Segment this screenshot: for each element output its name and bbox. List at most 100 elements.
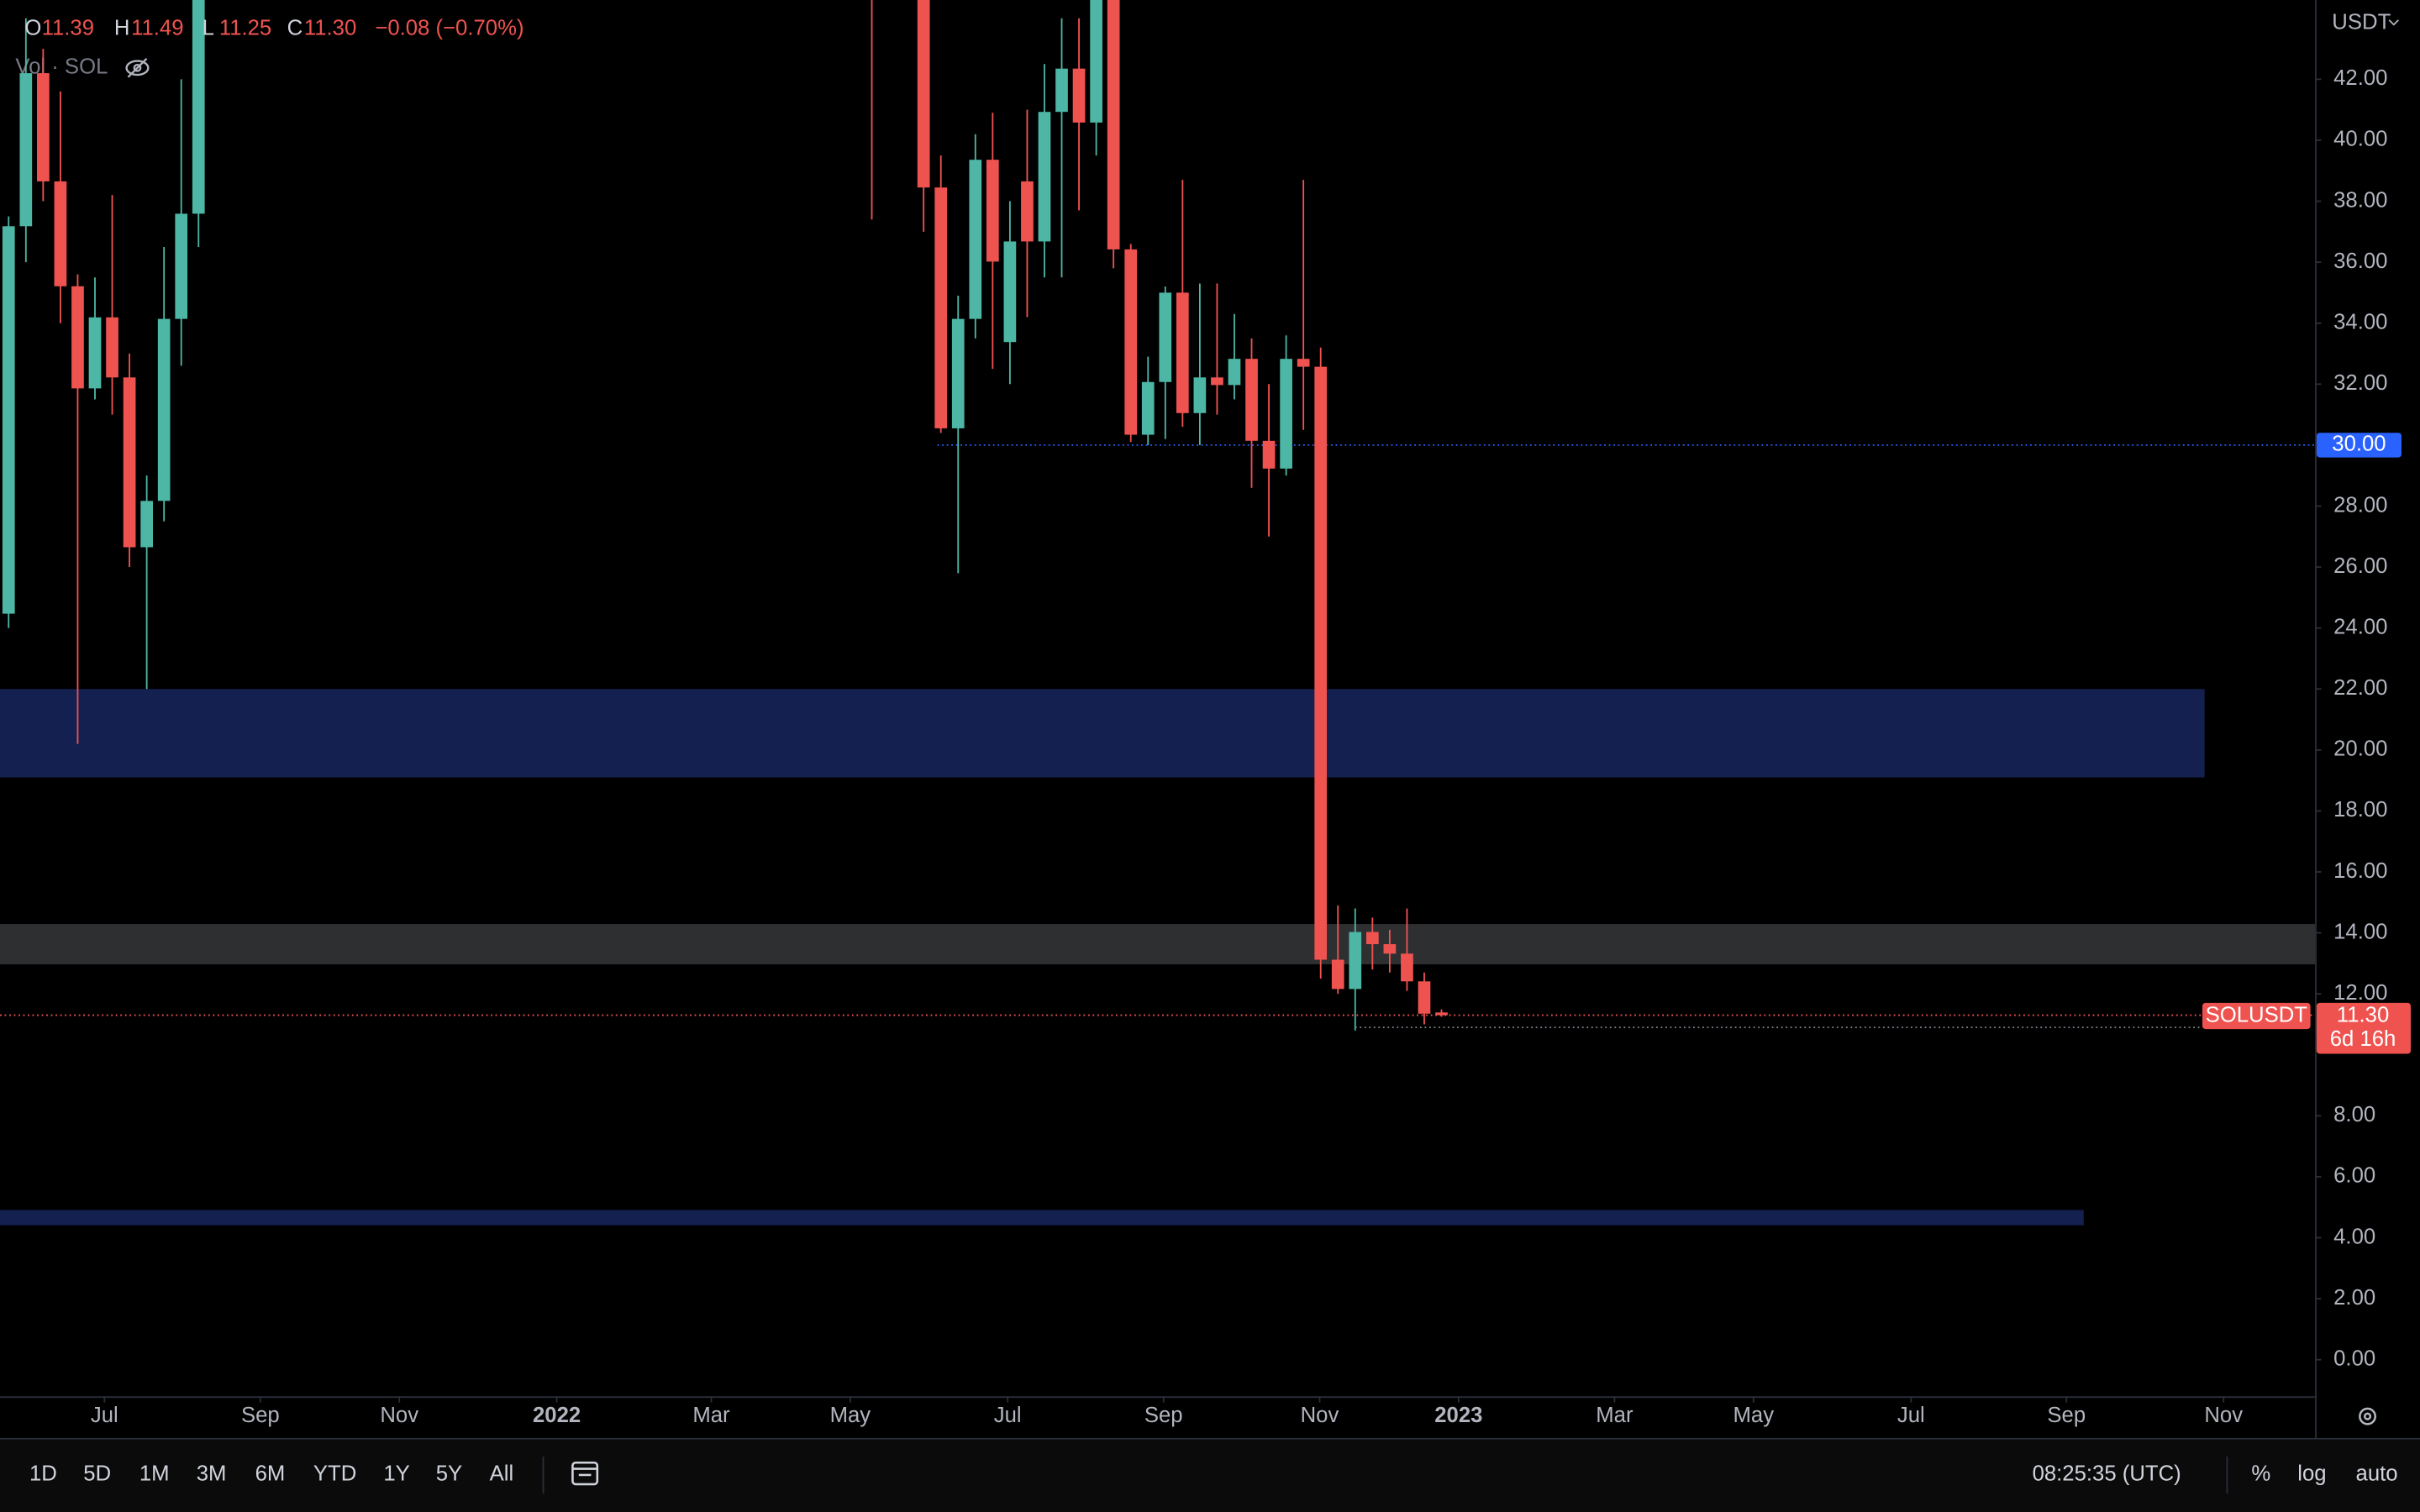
price-tag bbox=[2316, 1002, 2411, 1054]
ohlc-value: 11.49 bbox=[131, 17, 183, 40]
ohlc-value: 11.30 bbox=[304, 17, 356, 40]
range-button[interactable]: All bbox=[490, 1462, 514, 1486]
x-tick-label: 2022 bbox=[533, 1404, 581, 1427]
range-button[interactable]: 6M bbox=[255, 1462, 286, 1486]
hline-label: 30.00 bbox=[2332, 433, 2386, 456]
candle-body bbox=[1245, 359, 1258, 441]
candle-body bbox=[1383, 944, 1397, 954]
auto-toggle[interactable]: auto bbox=[2356, 1462, 2398, 1486]
candle-body bbox=[175, 213, 188, 319]
y-tick-label: 16.00 bbox=[2333, 859, 2387, 883]
range-button[interactable]: 1Y bbox=[383, 1462, 409, 1486]
ohlc-key: C bbox=[287, 17, 303, 40]
percent-toggle[interactable]: % bbox=[2251, 1462, 2270, 1486]
candle-body bbox=[1124, 249, 1138, 435]
range-button[interactable]: 3M bbox=[197, 1462, 227, 1486]
candle-body bbox=[951, 318, 965, 428]
ohlc-key: O bbox=[24, 17, 41, 40]
candle-body bbox=[1349, 932, 1362, 990]
settings-icon[interactable] bbox=[2359, 1407, 2377, 1425]
candle-body bbox=[1418, 981, 1431, 1014]
candle-body bbox=[71, 286, 84, 389]
x-tick-label: Jul bbox=[994, 1404, 1022, 1427]
y-tick-label: 36.00 bbox=[2333, 249, 2387, 273]
x-tick-label: Jul bbox=[1897, 1404, 1925, 1427]
candle-body bbox=[1159, 292, 1172, 382]
x-tick-label: May bbox=[1733, 1404, 1774, 1427]
zone bbox=[0, 689, 2205, 778]
candle-body bbox=[1331, 959, 1344, 990]
candle-body bbox=[1021, 181, 1034, 242]
candle-body bbox=[1038, 112, 1051, 242]
y-tick-label: 38.00 bbox=[2333, 188, 2387, 212]
candle-body bbox=[1072, 68, 1086, 123]
x-tick-label: Sep bbox=[241, 1404, 280, 1427]
candle-body bbox=[192, 0, 205, 214]
x-tick-label: Nov bbox=[2204, 1404, 2243, 1427]
candle-body bbox=[19, 73, 33, 227]
range-button[interactable]: 1D bbox=[29, 1462, 57, 1486]
calendar-icon[interactable] bbox=[571, 1461, 599, 1486]
ohlc-value: 11.25 bbox=[219, 17, 271, 40]
currency[interactable]: USDT bbox=[2332, 10, 2391, 34]
y-tick-label: 4.00 bbox=[2333, 1225, 2375, 1248]
zone bbox=[0, 924, 2316, 964]
range-button[interactable]: 5D bbox=[83, 1462, 111, 1486]
y-tick-label: 18.00 bbox=[2333, 798, 2387, 822]
currency-chevron[interactable] bbox=[2388, 19, 2399, 26]
y-tick-label: 2.00 bbox=[2333, 1286, 2375, 1310]
y-tick-label: 42.00 bbox=[2333, 66, 2387, 90]
candle-body bbox=[1401, 953, 1413, 982]
candle-body bbox=[157, 318, 171, 501]
range-button[interactable]: 5Y bbox=[436, 1462, 462, 1486]
x-tick-label: Nov bbox=[1301, 1404, 1339, 1427]
candle-body bbox=[1435, 1012, 1448, 1016]
candle-body bbox=[969, 160, 982, 319]
candle-body bbox=[1297, 359, 1310, 367]
range-button[interactable]: 1M bbox=[139, 1462, 170, 1486]
x-tick-label: 2023 bbox=[1434, 1404, 1482, 1427]
x-tick-label: Jul bbox=[91, 1404, 118, 1427]
candle-body bbox=[123, 377, 136, 548]
clock: 08:25:35 (UTC) bbox=[2033, 1462, 2181, 1486]
y-tick-label: 14.00 bbox=[2333, 920, 2387, 943]
ohlc-value: 11.39 bbox=[42, 17, 94, 40]
eye-off-icon[interactable] bbox=[125, 57, 150, 78]
candle-body bbox=[2, 226, 15, 614]
x-tick-label: Nov bbox=[380, 1404, 418, 1427]
candle-body bbox=[1090, 0, 1102, 123]
x-tick-label: May bbox=[830, 1404, 871, 1427]
x-tick-label: Mar bbox=[692, 1404, 730, 1427]
candle-body bbox=[106, 317, 118, 378]
range-button[interactable]: YTD bbox=[313, 1462, 356, 1486]
candle-body bbox=[1003, 241, 1017, 343]
symbol-tag bbox=[2202, 1002, 2311, 1030]
log-toggle[interactable]: log bbox=[2297, 1462, 2326, 1486]
countdown: 6d 16h bbox=[2330, 1027, 2396, 1051]
y-tick-label: 0.00 bbox=[2333, 1347, 2375, 1370]
y-tick-label: 26.00 bbox=[2333, 554, 2387, 578]
y-tick-label: 22.00 bbox=[2333, 676, 2387, 700]
change: −0.08 (−0.70%) bbox=[375, 17, 523, 40]
candle-body bbox=[1228, 359, 1241, 386]
candle-body bbox=[1176, 292, 1189, 413]
y-tick-label: 32.00 bbox=[2333, 371, 2387, 395]
candle-body bbox=[140, 501, 153, 548]
candle-body bbox=[37, 73, 50, 181]
candle-body bbox=[1280, 359, 1292, 469]
y-tick-label: 28.00 bbox=[2333, 493, 2387, 517]
candle-body bbox=[1193, 377, 1207, 413]
candle-body bbox=[1107, 0, 1120, 249]
symbol-label: SOLUSDT bbox=[2206, 1003, 2308, 1026]
price-label: 11.30 bbox=[2337, 1003, 2389, 1026]
y-tick-label: 20.00 bbox=[2333, 738, 2387, 761]
zone bbox=[0, 1210, 2084, 1226]
x-tick-label: Mar bbox=[1596, 1404, 1634, 1427]
x-tick-label: Sep bbox=[1144, 1404, 1183, 1427]
candle-body bbox=[1365, 932, 1379, 945]
candle-body bbox=[934, 187, 948, 428]
candle-body bbox=[1314, 366, 1328, 960]
x-tick-label: Sep bbox=[2047, 1404, 2086, 1427]
y-tick-label: 12.00 bbox=[2333, 981, 2387, 1005]
